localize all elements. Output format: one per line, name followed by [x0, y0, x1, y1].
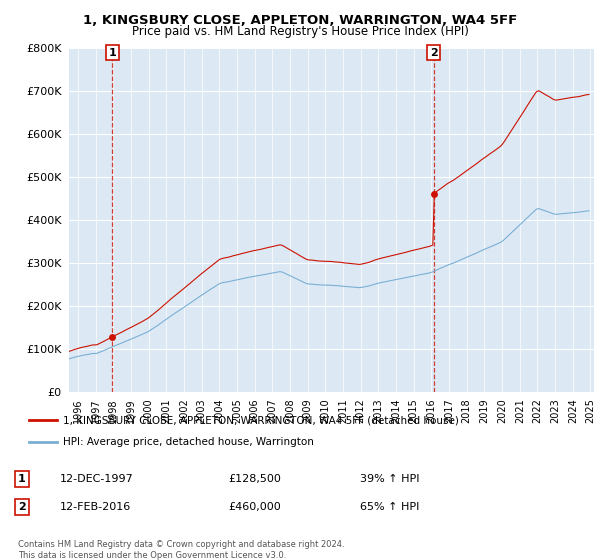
Text: 65% ↑ HPI: 65% ↑ HPI — [360, 502, 419, 512]
Text: Contains HM Land Registry data © Crown copyright and database right 2024.
This d: Contains HM Land Registry data © Crown c… — [18, 540, 344, 560]
Text: 12-FEB-2016: 12-FEB-2016 — [60, 502, 131, 512]
Text: £128,500: £128,500 — [228, 474, 281, 484]
Text: 2: 2 — [18, 502, 26, 512]
Text: HPI: Average price, detached house, Warrington: HPI: Average price, detached house, Warr… — [63, 437, 314, 447]
Text: 12-DEC-1997: 12-DEC-1997 — [60, 474, 134, 484]
Text: 39% ↑ HPI: 39% ↑ HPI — [360, 474, 419, 484]
Text: Price paid vs. HM Land Registry's House Price Index (HPI): Price paid vs. HM Land Registry's House … — [131, 25, 469, 38]
Text: 1: 1 — [109, 48, 116, 58]
Text: 2: 2 — [430, 48, 437, 58]
Text: 1, KINGSBURY CLOSE, APPLETON, WARRINGTON, WA4 5FF: 1, KINGSBURY CLOSE, APPLETON, WARRINGTON… — [83, 14, 517, 27]
Text: 1: 1 — [18, 474, 26, 484]
Text: £460,000: £460,000 — [228, 502, 281, 512]
Text: 1, KINGSBURY CLOSE, APPLETON, WARRINGTON, WA4 5FF (detached house): 1, KINGSBURY CLOSE, APPLETON, WARRINGTON… — [63, 415, 459, 425]
